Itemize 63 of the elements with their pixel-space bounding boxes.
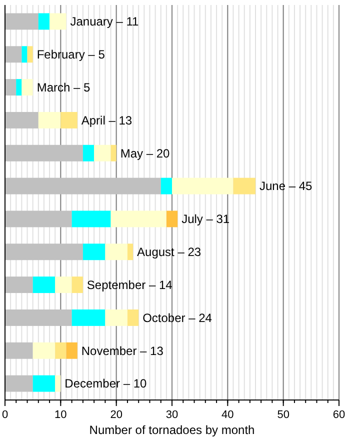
bar (38, 13, 50, 30)
bar (5, 276, 33, 294)
bar (38, 112, 61, 128)
bar (127, 244, 134, 260)
y-tick-label: May – 20 (120, 146, 170, 160)
x-tick-label: 20 (110, 409, 122, 421)
bar (105, 309, 128, 326)
x-tick-label: 0 (2, 409, 8, 421)
bar (5, 375, 33, 392)
bar (72, 276, 83, 294)
y-tick-label: November – 13 (81, 344, 164, 358)
bar (5, 342, 33, 359)
bar (82, 244, 106, 260)
x-tick-label: 40 (222, 409, 234, 421)
y-tick-label: December – 10 (64, 376, 148, 391)
bar (5, 79, 16, 96)
y-tick-label: September – 14 (86, 278, 173, 292)
x-tick-label: 10 (54, 409, 67, 421)
bar (32, 342, 56, 359)
bar (5, 144, 83, 162)
x-tick-label: 30 (166, 409, 178, 421)
bar (233, 178, 256, 194)
bar (32, 276, 56, 294)
bar (55, 276, 72, 294)
bar (172, 178, 234, 194)
y-tick-label: April – 13 (81, 113, 132, 128)
bar (5, 309, 72, 326)
bar (22, 79, 33, 96)
y-tick-label: March – 5 (36, 80, 91, 94)
x-axis-title: Number of tornadoes by month (89, 423, 255, 437)
bar (60, 112, 78, 128)
bar (160, 178, 172, 194)
y-tick-label: August – 23 (137, 245, 202, 260)
bar (5, 13, 38, 30)
y-tick-label: January – 11 (70, 14, 140, 29)
bar (105, 244, 128, 260)
bar (55, 342, 66, 359)
bar (32, 375, 56, 392)
y-tick-label: June – 45 (260, 179, 313, 194)
bar (5, 210, 72, 228)
bar (5, 178, 161, 194)
bar (27, 46, 33, 63)
bar (110, 210, 166, 228)
bar (16, 79, 22, 96)
bar (5, 46, 22, 63)
bar (55, 375, 61, 392)
bar (127, 309, 139, 326)
x-tick-label: 50 (277, 409, 290, 421)
bar (50, 13, 66, 30)
bar (66, 342, 78, 359)
bar (94, 144, 111, 162)
y-tick-label: October – 24 (142, 310, 212, 325)
bar (5, 112, 38, 128)
bar (166, 210, 178, 228)
x-tick-label: 60 (332, 409, 346, 421)
bar (5, 244, 83, 260)
bar (72, 309, 106, 326)
bar (72, 210, 111, 228)
y-tick-label: February – 5 (36, 48, 106, 62)
bar (22, 46, 28, 63)
bar (110, 144, 116, 162)
bar (82, 144, 94, 162)
y-tick-label: July – 31 (182, 212, 230, 226)
